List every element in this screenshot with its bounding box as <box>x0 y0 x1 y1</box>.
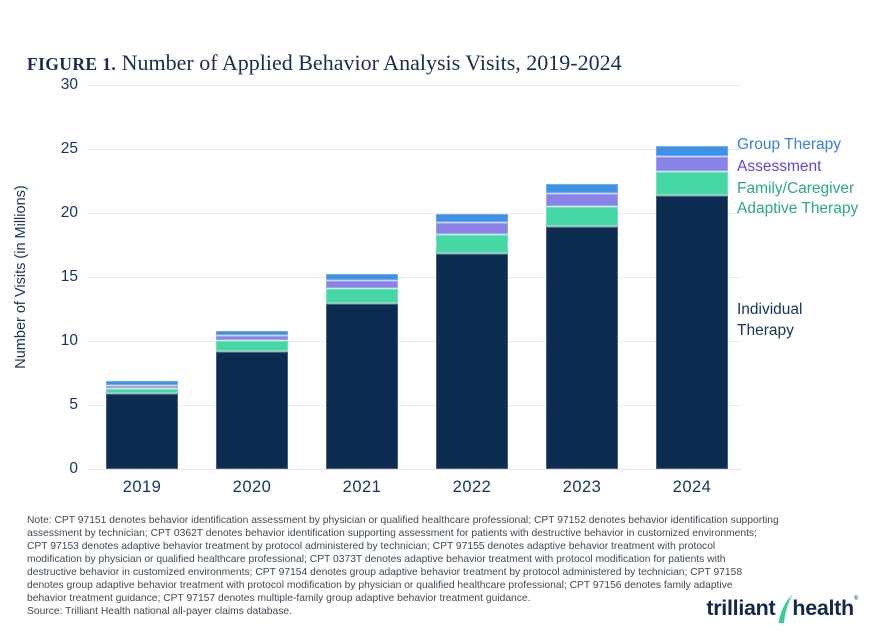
bar-2020 <box>216 330 288 469</box>
bar-2023 <box>546 184 618 469</box>
figure-title: FIGURE 1. Number of Applied Behavior Ana… <box>27 41 622 78</box>
x-tick-label-2022: 2022 <box>452 478 492 496</box>
gridline-y-10 <box>88 341 742 342</box>
trilliant-health-logo: trilliant health ® <box>706 594 858 623</box>
bar-segment-family-caregiver-adaptive-therapy <box>326 287 398 303</box>
bar-segment-family-caregiver-adaptive-therapy <box>106 388 178 394</box>
logo-trilliant-text: trilliant <box>706 596 776 620</box>
bar-segment-individual-therapy <box>106 393 178 469</box>
gridline-y-0 <box>88 469 742 470</box>
bar-segment-group-therapy <box>106 380 178 385</box>
bar-segment-group-therapy <box>216 330 288 335</box>
bar-segment-family-caregiver-adaptive-therapy <box>216 339 288 352</box>
y-tick-label-10: 10 <box>60 332 78 349</box>
x-tick-label-2020: 2020 <box>232 478 272 496</box>
note-text: Note: CPT 97151 denotes behavior identif… <box>27 515 779 604</box>
bar-segment-assessment <box>106 384 178 389</box>
y-tick-label-0: 0 <box>69 460 78 477</box>
trilliant-swoosh-icon <box>778 594 793 623</box>
logo-health-text: health <box>792 596 854 620</box>
logo-registered-mark: ® <box>853 596 858 602</box>
bar-segment-individual-therapy <box>326 302 398 469</box>
figure-label: FIGURE 1. <box>27 54 117 75</box>
gridline-y-20 <box>88 213 742 214</box>
bar-segment-group-therapy <box>656 146 728 157</box>
bar-segment-individual-therapy <box>546 225 618 469</box>
gridline-y-25 <box>88 149 742 150</box>
gridline-y-15 <box>88 277 742 278</box>
bar-segment-group-therapy <box>326 274 398 281</box>
gridline-y-5 <box>88 405 742 406</box>
bar-segment-individual-therapy <box>216 351 288 469</box>
bar-segment-assessment <box>546 193 618 206</box>
legend-label-assessment: Assessment <box>737 158 822 175</box>
y-tick-label-15: 15 <box>60 268 78 285</box>
bar-2024 <box>656 146 728 469</box>
bar-segment-family-caregiver-adaptive-therapy <box>436 234 508 253</box>
x-tick-label-2024: 2024 <box>672 478 712 496</box>
y-axis-label: Number of Visits (in Millions) <box>13 185 29 369</box>
x-tick-label-2023: 2023 <box>562 478 602 496</box>
gridline-y-30 <box>88 85 742 86</box>
bar-segment-assessment <box>326 280 398 288</box>
legend-label-family-caregiver-adaptive-therapy: Family/Caregiver Adaptive Therapy <box>737 179 859 218</box>
bar-segment-group-therapy <box>436 214 508 222</box>
y-tick-label-5: 5 <box>69 396 78 413</box>
bar-segment-individual-therapy <box>656 195 728 469</box>
bar-segment-group-therapy <box>546 184 618 194</box>
y-tick-label-30: 30 <box>60 76 78 93</box>
bar-segment-assessment <box>436 221 508 235</box>
figure-title-text: Number of Applied Behavior Analysis Visi… <box>116 50 622 76</box>
source-text: Source: Trilliant Health national all-pa… <box>27 606 292 617</box>
bar-2022 <box>436 214 508 469</box>
y-tick-label-20: 20 <box>60 204 78 221</box>
bar-2021 <box>326 274 398 469</box>
legend-label-group-therapy: Group Therapy <box>737 136 841 153</box>
bar-segment-family-caregiver-adaptive-therapy <box>546 205 618 226</box>
x-tick-label-2021: 2021 <box>342 478 382 496</box>
bar-segment-assessment <box>656 156 728 172</box>
y-tick-label-25: 25 <box>60 140 78 157</box>
bar-segment-family-caregiver-adaptive-therapy <box>656 171 728 196</box>
x-tick-label-2019: 2019 <box>122 478 162 496</box>
bar-segment-individual-therapy <box>436 252 508 469</box>
bar-2019 <box>106 380 178 469</box>
legend-label-individual-therapy: Individual Therapy <box>737 301 803 339</box>
bar-segment-assessment <box>216 334 288 340</box>
